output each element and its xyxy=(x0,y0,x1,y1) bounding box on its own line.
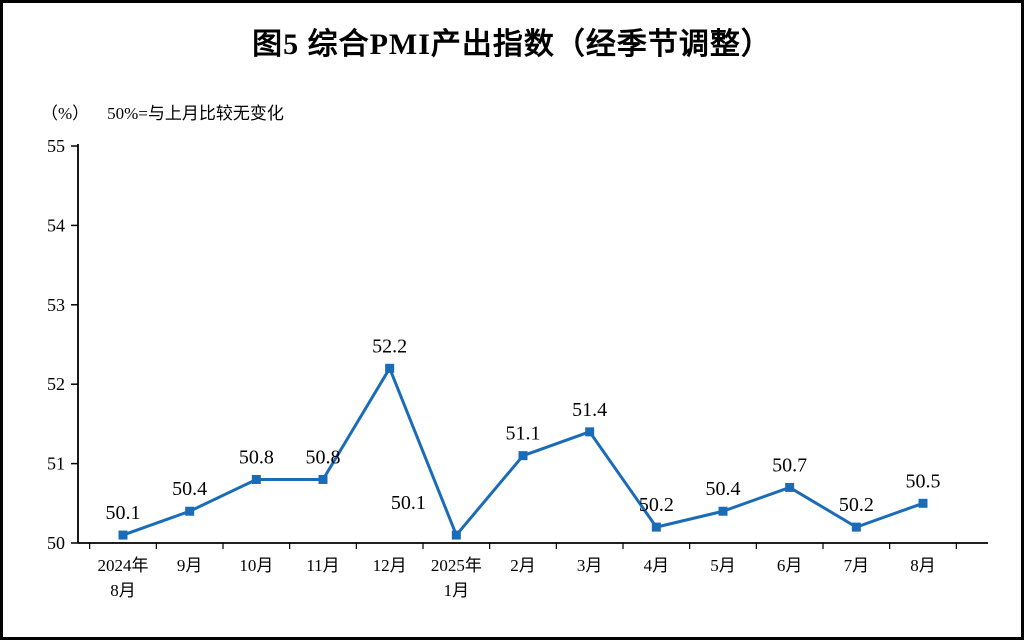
data-point-value-label: 50.2 xyxy=(639,494,674,516)
data-point-marker xyxy=(851,522,861,532)
data-point-marker xyxy=(785,482,795,492)
data-point-marker xyxy=(118,530,128,540)
x-axis-tick-label: 3月 xyxy=(577,556,603,575)
y-axis-tick-label: 55 xyxy=(47,136,65,156)
x-axis-tick-label: 2025年 1月 xyxy=(431,556,482,600)
data-point-marker xyxy=(451,530,461,540)
y-axis-tick-label: 51 xyxy=(47,454,65,474)
y-axis-tick-label: 53 xyxy=(47,295,65,315)
data-point-value-label: 50.8 xyxy=(306,446,341,468)
x-axis-tick-label: 4月 xyxy=(644,556,670,575)
data-point-value-label: 50.4 xyxy=(706,478,741,500)
data-point-marker xyxy=(251,474,261,484)
data-point-marker xyxy=(518,451,528,461)
x-axis-tick-label: 6月 xyxy=(777,556,803,575)
data-point-marker xyxy=(651,522,661,532)
data-point-marker xyxy=(185,506,195,516)
data-point-marker xyxy=(318,474,328,484)
x-axis-tick-label: 5月 xyxy=(710,556,736,575)
x-axis-tick-label: 9月 xyxy=(177,556,203,575)
figure-title: 图5 综合PMI产出指数（经季节调整） xyxy=(252,28,772,61)
x-axis-tick-label: 11月 xyxy=(306,556,339,575)
y-axis-tick-label: 50 xyxy=(47,533,65,553)
data-point-marker xyxy=(585,427,595,437)
y-axis-tick-label: 54 xyxy=(47,215,65,235)
data-point-value-label: 50.2 xyxy=(839,494,874,516)
x-axis-tick-label: 12月 xyxy=(373,556,407,575)
data-point-marker xyxy=(918,498,928,508)
unit-label: （%） xyxy=(41,104,90,123)
data-point-value-label: 50.1 xyxy=(391,492,426,514)
pmi-line-chart: 50 51 52 53 54 55 2024年 8月 9月 10月 11月 12月 2025年 1月 2月 3… xyxy=(47,136,988,600)
data-point-value-label: 51.4 xyxy=(572,399,607,421)
data-point-marker xyxy=(718,506,728,516)
data-point-value-label: 52.2 xyxy=(372,335,407,357)
axis-note-row: （%） 50%=与上月比较无变化 xyxy=(41,99,284,124)
data-point-marker xyxy=(385,363,395,373)
x-axis-tick-label: 10月 xyxy=(239,556,273,575)
x-axis-tick-label: 8月 xyxy=(910,556,936,575)
x-axis-tick-label: 7月 xyxy=(844,556,870,575)
data-point-value-label: 50.8 xyxy=(239,446,274,468)
x-axis-tick-label: 2月 xyxy=(510,556,536,575)
x-axis-tick-label: 2024年 8月 xyxy=(98,556,149,600)
data-point-value-label: 50.1 xyxy=(106,502,141,524)
baseline-note: 50%=与上月比较无变化 xyxy=(107,104,284,123)
data-point-value-label: 50.7 xyxy=(772,454,807,476)
y-axis-tick-label: 52 xyxy=(47,374,65,394)
data-point-value-label: 50.4 xyxy=(172,478,207,500)
data-point-value-label: 51.1 xyxy=(506,423,541,445)
data-point-value-label: 50.5 xyxy=(906,470,941,492)
